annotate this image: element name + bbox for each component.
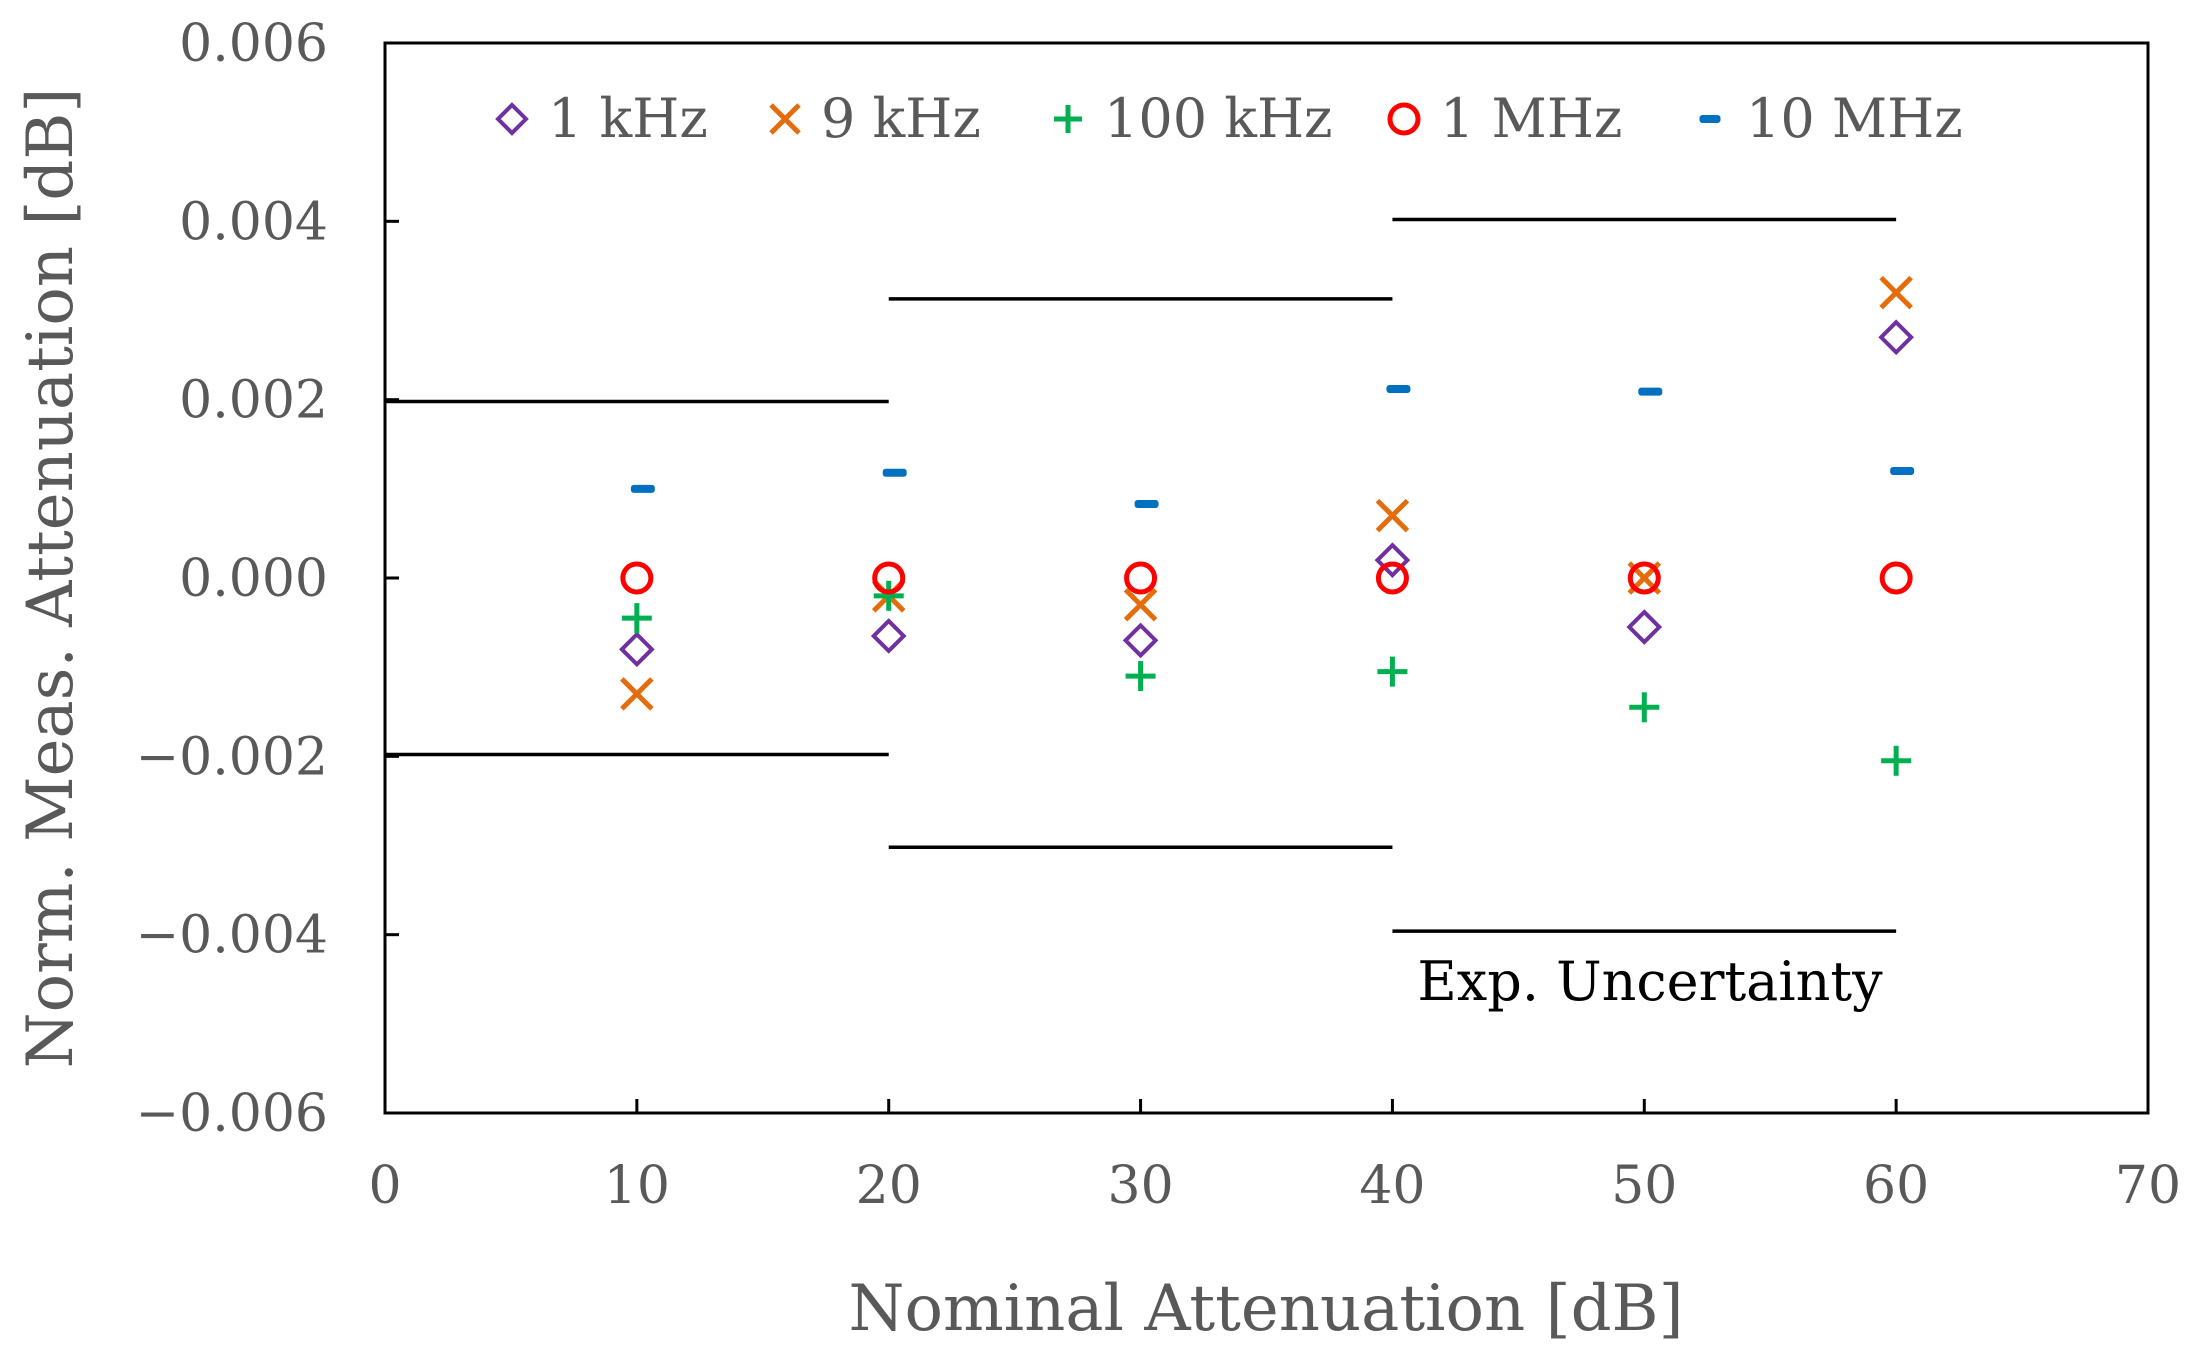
x-axis-title: Nominal Attenuation [dB] [848, 1272, 1683, 1346]
plot-area [383, 41, 2150, 1115]
legend-marker-9-khz [769, 103, 801, 135]
x-tick-label: 20 [856, 1156, 922, 1216]
axis-ticks: 0 10 20 30 40 50 60 70 −0.006 −0.004 −0.002 0.000 0.… [136, 14, 2182, 1216]
point-100-khz [1629, 692, 1660, 723]
point-1-mhz [1124, 561, 1158, 595]
point-1-mhz [872, 561, 906, 595]
y-axis-title: Norm. Meas. Attenuation [dB] [14, 88, 88, 1069]
point-100-khz [873, 580, 904, 611]
point-1-khz [870, 618, 907, 654]
y-tick-label: 0.002 [179, 371, 328, 431]
point-1-mhz [1879, 561, 1913, 595]
uncertainty-annotation: Exp. Uncertainty [1417, 950, 1883, 1013]
point-9-khz [620, 677, 654, 711]
point-1-khz [619, 631, 655, 668]
point-9-khz [1879, 275, 1913, 310]
legend-label-1-khz: 1 kHz [548, 87, 708, 150]
legend-marker-10-mhz [1699, 115, 1721, 123]
x-tick-label: 70 [2115, 1156, 2181, 1216]
point-10-mhz [1386, 384, 1411, 393]
point-1-mhz [1375, 561, 1409, 595]
legend: 1 kHz 9 kHz 100 kHz 1 MHz 10 MHz [495, 87, 1963, 150]
point-100-khz [621, 603, 652, 634]
point-1-khz [1374, 542, 1411, 578]
point-1-khz [1122, 622, 1159, 659]
point-9-khz [1123, 587, 1158, 622]
uncertainty-bands [385, 217, 1897, 933]
point-9-khz [1375, 498, 1410, 533]
x-tick-label: 30 [1107, 1156, 1173, 1216]
x-tick-label: 50 [1611, 1156, 1677, 1216]
point-100-khz [1881, 745, 1912, 776]
legend-label-1-mhz: 1 MHz [1440, 87, 1622, 150]
y-tick-label: −0.004 [136, 906, 328, 966]
point-10-mhz [1134, 499, 1159, 508]
point-1-khz [1878, 319, 1914, 356]
x-tick-label: 0 [368, 1156, 401, 1216]
y-tick-label: 0.004 [179, 192, 328, 252]
x-tick-label: 60 [1863, 1156, 1929, 1216]
point-1-mhz [620, 561, 654, 595]
legend-marker-1-mhz [1387, 102, 1421, 136]
x-tick-label: 40 [1359, 1156, 1425, 1216]
legend-marker-1-khz [495, 102, 529, 136]
legend-label-10-mhz: 10 MHz [1746, 87, 1963, 150]
point-100-khz [1377, 656, 1408, 687]
x-tick-label: 10 [604, 1156, 670, 1216]
legend-label-9-khz: 9 kHz [821, 87, 981, 150]
y-tick-label: −0.006 [136, 1084, 328, 1144]
point-1-mhz [1627, 561, 1661, 595]
point-10-mhz [1890, 467, 1915, 475]
point-10-mhz [1638, 387, 1663, 396]
point-1-khz [1626, 609, 1663, 645]
point-100-khz [1125, 661, 1156, 692]
data-points [619, 275, 1915, 776]
point-10-mhz [882, 468, 907, 477]
y-tick-label: −0.002 [136, 727, 328, 787]
legend-label-100-khz: 100 kHz [1104, 87, 1333, 150]
point-10-mhz [630, 484, 655, 493]
y-tick-label: 0.006 [179, 14, 328, 74]
y-tick-label: 0.000 [179, 549, 328, 609]
legend-marker-100-khz [1054, 105, 1082, 133]
